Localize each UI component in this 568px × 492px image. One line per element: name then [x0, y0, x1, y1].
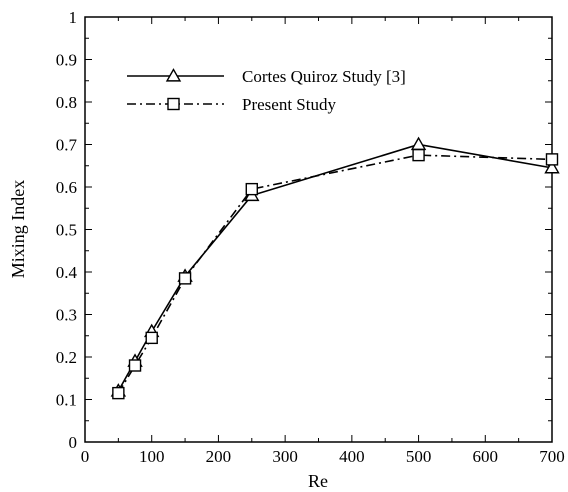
x-axis-title: Re [308, 471, 328, 491]
x-tick-label: 600 [473, 447, 499, 466]
legend-label-1: Cortes Quiroz Study [3] [242, 67, 406, 86]
x-axis-ticks: 0 100 200 300 400 500 600 700 [81, 17, 565, 466]
y-tick-label: 0 [69, 433, 78, 452]
series-2-point [128, 359, 142, 372]
series-2-point [245, 182, 258, 196]
y-tick-label: 0.3 [56, 306, 77, 325]
x-tick-label: 300 [272, 447, 298, 466]
series-1-point [410, 136, 427, 151]
y-tick-label: 0.2 [56, 348, 77, 367]
x-tick-label: 400 [339, 447, 365, 466]
x-tick-label: 100 [139, 447, 165, 466]
legend-marker-1 [165, 68, 182, 82]
y-axis-ticks: 0 0.1 0.2 0.3 0.4 0.5 0.6 0.7 0.8 0.9 1 [56, 8, 552, 452]
series-2-point [412, 148, 425, 162]
series-2-point [178, 272, 192, 285]
y-tick-label: 0.1 [56, 391, 77, 410]
series-2-point [545, 153, 559, 166]
y-tick-label: 0.8 [56, 93, 77, 112]
y-tick-label: 1 [69, 8, 78, 27]
series-line-1 [117, 143, 553, 392]
series-2-point [145, 331, 158, 345]
series-1-point [544, 159, 560, 174]
y-tick-label: 0.5 [56, 221, 77, 240]
x-tick-label: 0 [81, 447, 90, 466]
legend-label-2: Present Study [242, 95, 336, 114]
x-tick-label: 200 [206, 447, 232, 466]
legend: Cortes Quiroz Study [3] Present Study [127, 67, 406, 114]
y-tick-label: 0.4 [56, 263, 78, 282]
legend-marker-2 [167, 97, 180, 111]
y-tick-label: 0.6 [56, 178, 77, 197]
y-tick-label: 0.7 [56, 136, 78, 155]
x-tick-label: 700 [539, 447, 565, 466]
series-layer [110, 136, 560, 400]
y-axis-title: Mixing Index [8, 180, 28, 279]
series-2-point [112, 386, 125, 400]
x-tick-label: 500 [406, 447, 432, 466]
y-tick-label: 0.9 [56, 51, 77, 70]
